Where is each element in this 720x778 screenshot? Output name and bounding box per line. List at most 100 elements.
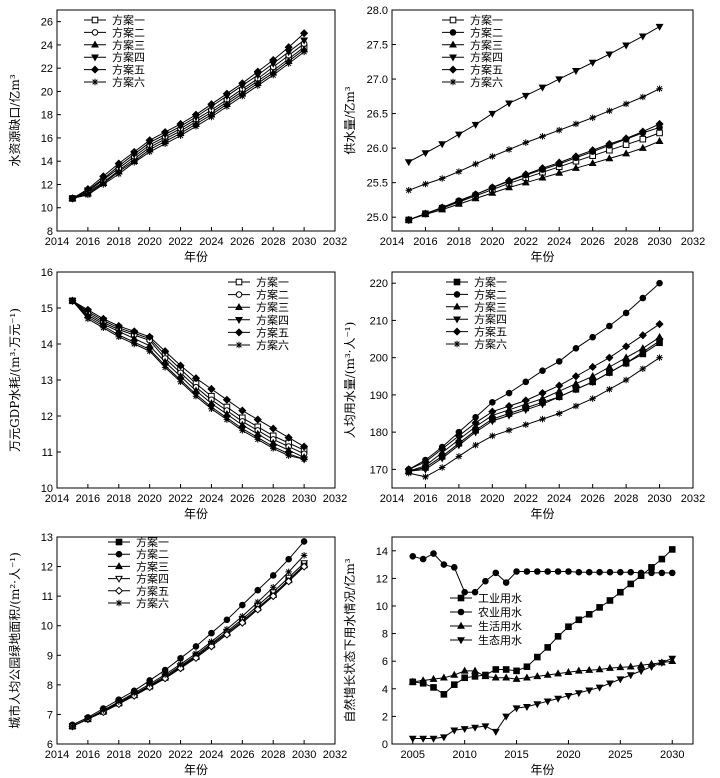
data-point xyxy=(269,592,278,601)
data-point xyxy=(461,588,468,596)
plot-frame xyxy=(391,271,694,489)
data-point xyxy=(471,121,480,129)
data-point xyxy=(521,396,530,405)
data-point xyxy=(588,372,597,380)
y-tick-label: 14 xyxy=(41,156,53,168)
legend-marker xyxy=(114,586,124,595)
data-point xyxy=(572,163,580,171)
data-point xyxy=(638,127,647,136)
data-point xyxy=(177,378,184,386)
x-axis-label: 年份 xyxy=(184,250,208,264)
data-point xyxy=(627,580,635,588)
series-line xyxy=(72,300,305,448)
data-point xyxy=(538,401,547,409)
data-point xyxy=(655,23,664,31)
data-point xyxy=(161,347,170,356)
data-point xyxy=(438,141,447,149)
data-point xyxy=(269,424,278,433)
data-point xyxy=(564,668,573,675)
y-tick-label: 11 xyxy=(42,447,53,459)
data-point xyxy=(489,432,496,440)
data-point xyxy=(300,37,309,45)
x-tick-label: 2028 xyxy=(261,236,285,248)
legend-label: 方案二 xyxy=(474,287,507,301)
data-point xyxy=(492,666,500,673)
legend-label: 生态用水 xyxy=(478,633,522,647)
y-tick-label: 14 xyxy=(376,546,388,558)
plot-frame xyxy=(56,9,336,232)
y-tick-label: 210 xyxy=(370,315,388,327)
y-tick-label: 25.5 xyxy=(367,178,388,190)
data-point xyxy=(131,159,138,166)
x-tick-label: 2026 xyxy=(580,493,604,505)
data-point xyxy=(521,92,530,100)
legend-label: 方案一 xyxy=(474,275,507,289)
legend-label: 方案六 xyxy=(474,337,507,351)
data-point xyxy=(239,613,246,620)
data-point xyxy=(538,388,547,398)
data-point xyxy=(450,564,458,571)
data-point xyxy=(419,735,428,743)
series-2 xyxy=(405,279,663,473)
x-tick-label: 2022 xyxy=(168,236,192,248)
data-point xyxy=(270,584,277,591)
series-6 xyxy=(69,297,308,463)
data-point xyxy=(130,327,139,336)
legend-marker xyxy=(449,16,457,24)
data-point xyxy=(300,48,308,56)
series-3 xyxy=(408,656,677,685)
legend-label: 方案一 xyxy=(256,275,289,289)
series-5 xyxy=(68,296,309,451)
data-point xyxy=(637,661,646,669)
data-point xyxy=(99,314,108,323)
data-point xyxy=(572,68,580,76)
data-point xyxy=(668,655,677,663)
data-point xyxy=(605,51,614,59)
data-point xyxy=(534,568,541,575)
data-point xyxy=(605,369,614,377)
x-tick-label: 2024 xyxy=(199,749,223,761)
data-point xyxy=(554,633,562,640)
y-tick-label: 13 xyxy=(41,532,53,544)
legend-label: 方案四 xyxy=(470,50,503,64)
data-point xyxy=(130,147,139,156)
legend-label: 方案五 xyxy=(136,584,169,598)
plot-frame xyxy=(391,536,694,745)
data-point xyxy=(539,133,546,140)
series-line xyxy=(408,88,660,191)
data-point xyxy=(422,180,429,188)
x-tick-label: 2014 xyxy=(380,236,404,248)
y-tick-label: 12 xyxy=(376,573,388,585)
data-point xyxy=(438,455,447,463)
data-point xyxy=(161,364,169,371)
series-1 xyxy=(409,546,676,698)
series-line xyxy=(408,357,660,478)
data-point xyxy=(534,653,541,661)
data-point xyxy=(253,605,262,614)
series-line xyxy=(72,300,305,460)
data-point xyxy=(131,340,138,348)
y-tick-label: 200 xyxy=(370,353,388,365)
data-point xyxy=(285,60,292,67)
series-4 xyxy=(404,23,664,167)
legend-marker xyxy=(449,78,457,86)
x-axis-label: 年份 xyxy=(184,763,208,777)
x-tick-label: 2030 xyxy=(292,493,316,505)
series-line xyxy=(72,49,305,199)
data-point xyxy=(438,175,446,182)
x-axis-label: 年份 xyxy=(530,250,554,264)
data-point xyxy=(589,114,596,121)
series-4 xyxy=(404,338,664,476)
legend-marker xyxy=(234,328,244,337)
data-point xyxy=(115,333,122,341)
data-point xyxy=(84,315,92,323)
data-point xyxy=(429,674,438,682)
data-point xyxy=(176,361,185,370)
series-5 xyxy=(68,29,309,203)
data-point xyxy=(523,663,531,671)
data-point xyxy=(606,680,614,688)
data-point xyxy=(585,568,593,576)
data-point xyxy=(543,698,552,706)
data-point xyxy=(471,418,480,427)
y-tick-label: 10 xyxy=(376,601,388,613)
